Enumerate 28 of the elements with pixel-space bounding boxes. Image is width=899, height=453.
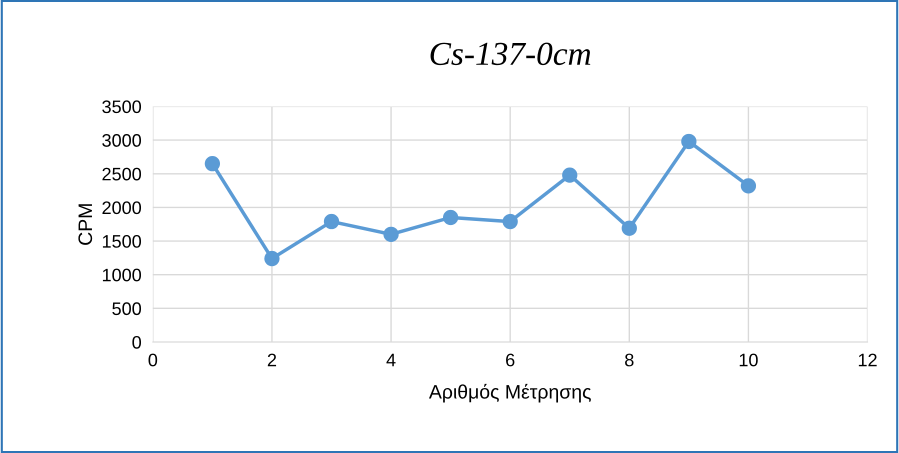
y-tick-label: 3000: [102, 134, 142, 147]
point: [681, 134, 696, 150]
x-tick-label: 12: [858, 354, 877, 366]
y-tick-label: 2000: [102, 201, 142, 214]
point: [622, 220, 637, 236]
x-tick-label: 2: [268, 354, 276, 366]
x-tick-label: 4: [386, 354, 396, 366]
point: [562, 167, 578, 183]
x-tick-label: 10: [740, 354, 758, 366]
point: [264, 250, 280, 266]
y-tick-label: 2500: [102, 168, 142, 180]
y-tick-label: 3500: [102, 100, 142, 114]
chart-title: Cs-137-0cm: [430, 42, 590, 66]
point: [383, 226, 399, 242]
x-tick-label: 0: [148, 354, 158, 366]
y-tick-label: 0: [132, 336, 142, 349]
point: [204, 156, 220, 172]
point: [740, 178, 756, 194]
point: [324, 214, 340, 230]
x-tick-label: 8: [625, 354, 634, 366]
point: [502, 214, 518, 230]
x-tick-label: 6: [506, 354, 514, 366]
y-tick-label: 500: [112, 302, 142, 316]
y-tick-label: 1000: [102, 268, 142, 282]
y-tick-label: 1500: [102, 234, 142, 248]
y-axis-title: CPM: [78, 204, 92, 245]
x-axis-title: Αριθμός Μέτρησης: [428, 384, 591, 403]
point: [442, 210, 458, 226]
